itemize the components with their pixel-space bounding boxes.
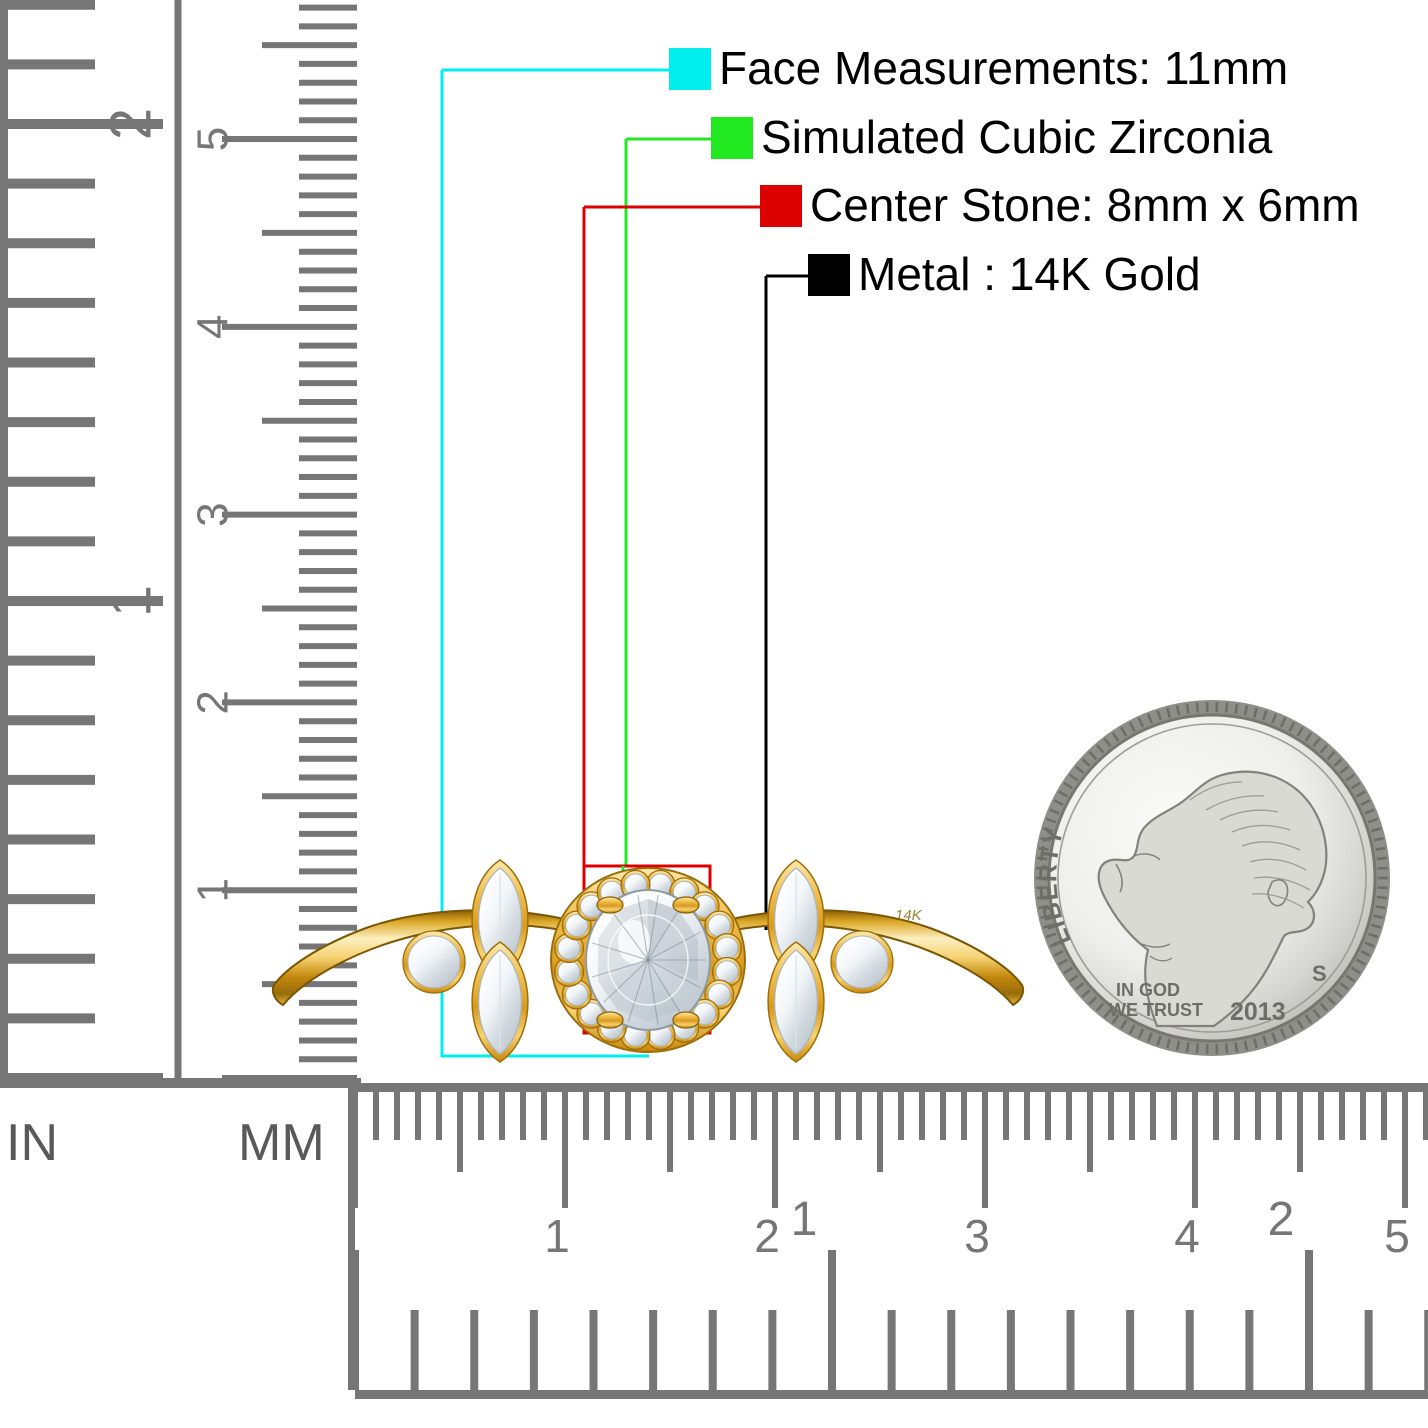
svg-text:2: 2 — [754, 1210, 780, 1262]
svg-text:IN GOD: IN GOD — [1116, 980, 1180, 1000]
svg-text:1: 1 — [189, 878, 238, 902]
svg-text:3: 3 — [189, 502, 238, 526]
svg-text:2: 2 — [189, 690, 238, 714]
svg-text:Face Measurements: 11mm: Face Measurements: 11mm — [719, 42, 1288, 94]
svg-text:1: 1 — [791, 1193, 818, 1246]
svg-text:5: 5 — [189, 127, 238, 151]
svg-text:4: 4 — [1174, 1210, 1200, 1262]
svg-text:1: 1 — [98, 585, 163, 617]
svg-text:5: 5 — [1384, 1210, 1410, 1262]
svg-text:4: 4 — [189, 315, 238, 339]
svg-text:S: S — [1312, 961, 1327, 986]
svg-text:IN: IN — [6, 1114, 58, 1172]
svg-text:14K: 14K — [895, 907, 923, 924]
svg-text:Metal : 14K Gold: Metal : 14K Gold — [858, 248, 1201, 300]
svg-text:2013: 2013 — [1230, 998, 1286, 1026]
svg-text:WE TRUST: WE TRUST — [1109, 1000, 1203, 1020]
svg-text:2: 2 — [1268, 1193, 1295, 1246]
svg-text:Center Stone: 8mm x 6mm: Center Stone: 8mm x 6mm — [810, 179, 1360, 231]
svg-text:1: 1 — [544, 1210, 570, 1262]
svg-text:MM: MM — [238, 1114, 325, 1172]
svg-text:3: 3 — [964, 1210, 990, 1262]
svg-text:Simulated Cubic Zirconia: Simulated Cubic Zirconia — [761, 111, 1273, 163]
svg-text:2: 2 — [98, 108, 163, 140]
